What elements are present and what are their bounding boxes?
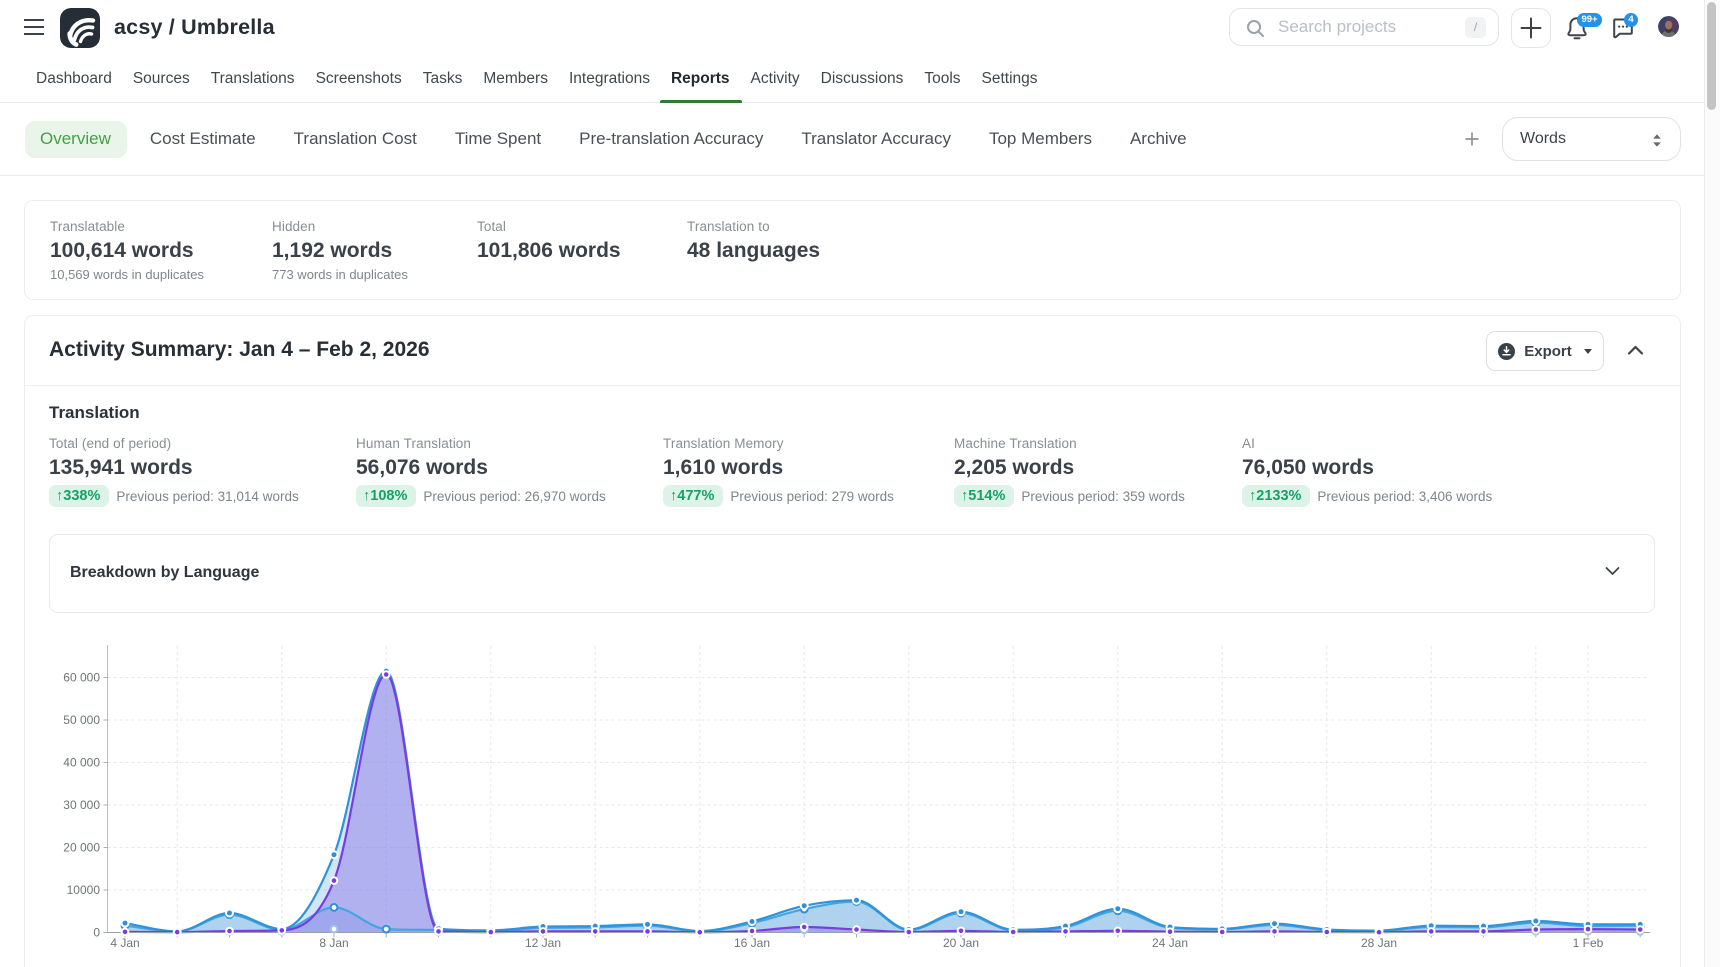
svg-text:10000: 10000 — [67, 883, 101, 897]
svg-text:60 000: 60 000 — [63, 671, 100, 685]
svg-text:30 000: 30 000 — [63, 798, 100, 812]
svg-text:8 Jan: 8 Jan — [319, 936, 348, 950]
svg-text:0: 0 — [93, 926, 100, 940]
svg-text:1 Feb: 1 Feb — [1573, 936, 1604, 950]
svg-text:40 000: 40 000 — [63, 756, 100, 770]
svg-text:20 000: 20 000 — [63, 841, 100, 855]
svg-text:50 000: 50 000 — [63, 713, 100, 727]
svg-text:20 Jan: 20 Jan — [943, 936, 979, 950]
svg-text:12 Jan: 12 Jan — [525, 936, 561, 950]
svg-text:16 Jan: 16 Jan — [734, 936, 770, 950]
svg-text:24 Jan: 24 Jan — [1152, 936, 1188, 950]
svg-text:28 Jan: 28 Jan — [1361, 936, 1397, 950]
svg-text:4 Jan: 4 Jan — [110, 936, 139, 950]
